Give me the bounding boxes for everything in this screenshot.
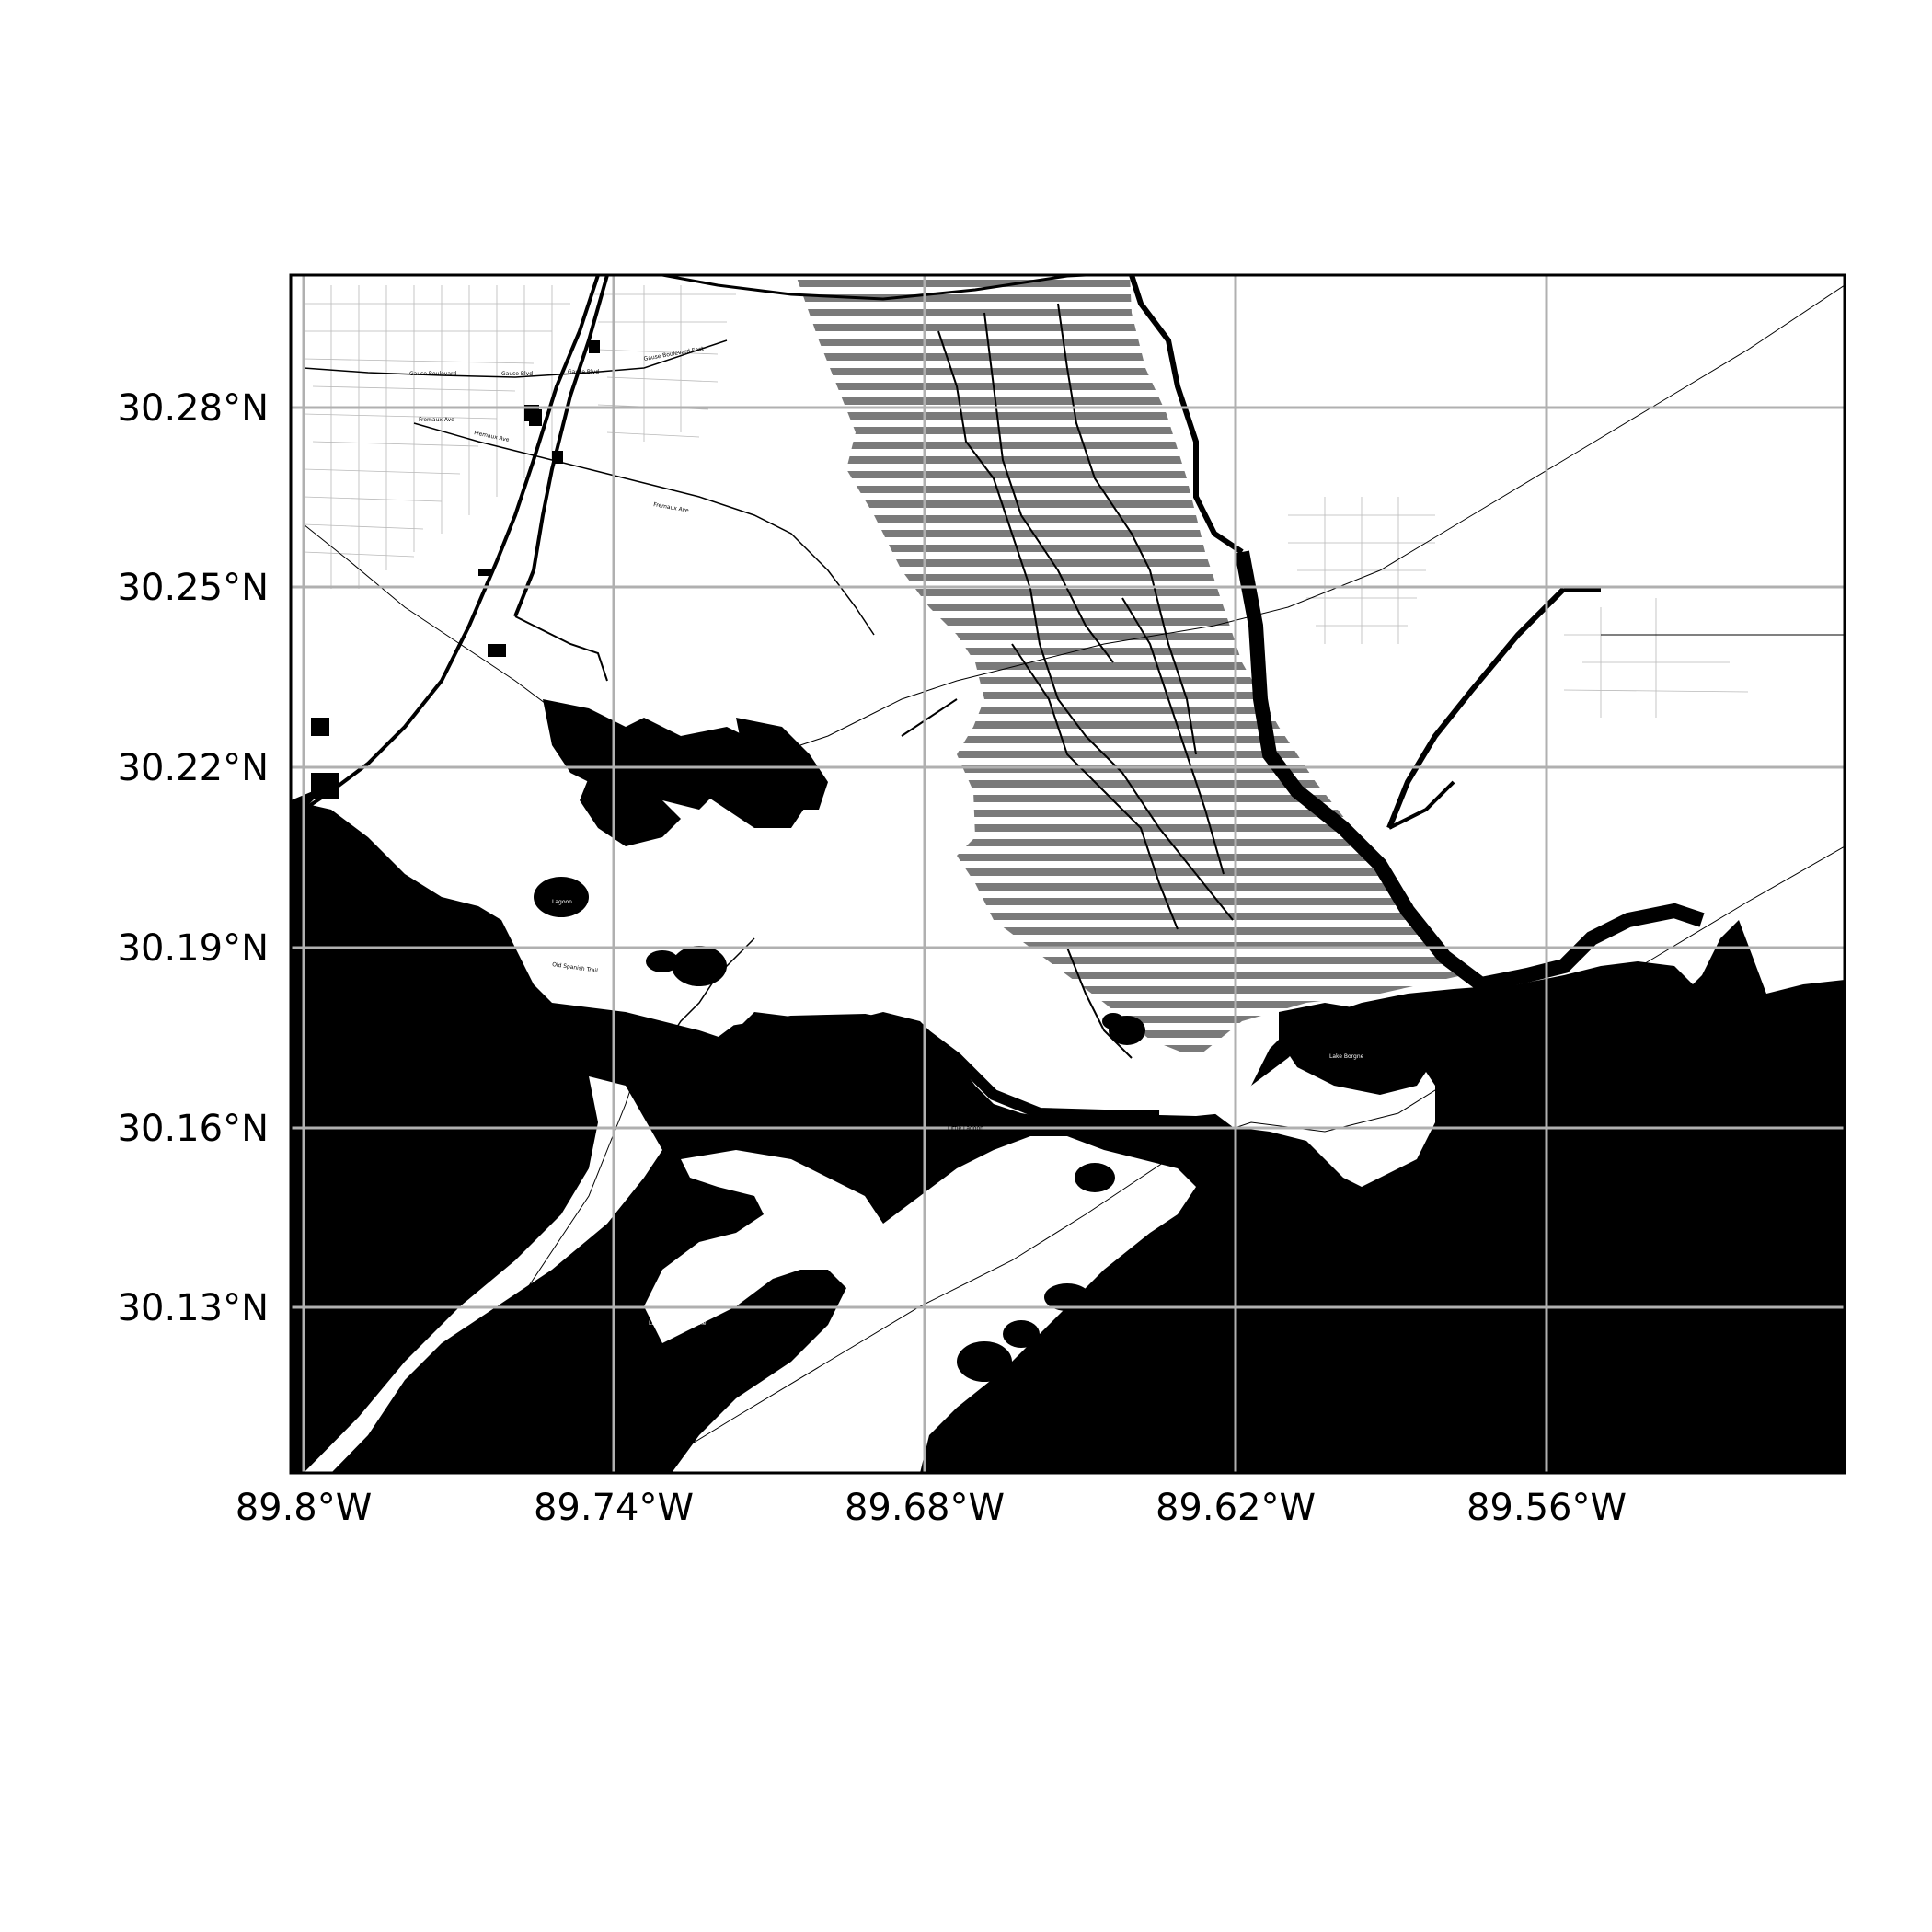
marsh-ponds — [311, 340, 1145, 1382]
protected-marsh-area — [796, 275, 1463, 1058]
label-gause-blvd: Gause Blvd — [501, 371, 533, 377]
plot-frame — [289, 273, 1846, 1475]
lat-tick-label: 30.25°N — [118, 567, 269, 609]
marsh-creeks — [937, 303, 1234, 1059]
lon-tick-label: 89.8°W — [236, 1487, 373, 1529]
lon-tick-label: 89.62°W — [1156, 1487, 1316, 1529]
lat-tick-labels: 30.28°N 30.25°N 30.22°N 30.19°N 30.16°N … — [118, 387, 269, 1329]
lat-tick-label: 30.28°N — [118, 387, 269, 430]
label-gause-boulevard: Gause Boulevard — [409, 371, 456, 377]
street-network — [303, 285, 1749, 718]
bayou-sauvage-inner-lake — [1279, 1003, 1435, 1095]
lat-tick-label: 30.16°N — [118, 1108, 269, 1150]
lon-tick-labels: 89.8°W 89.74°W 89.68°W 89.62°W 89.56°W — [236, 1487, 1627, 1529]
map-plot-area[interactable]: Gause Boulevard Gause Blvd Gause Blvd Ga… — [291, 275, 1845, 1473]
lat-tick-label: 30.19°N — [118, 927, 269, 970]
gridlines — [291, 275, 1845, 1473]
label-lake-saint-catherine: Lake Saint Catherine — [649, 1320, 707, 1327]
label-lake-borgne: Lake Borgne — [1329, 1053, 1364, 1060]
west-shore-water — [291, 782, 331, 828]
pearl-river-channel — [1235, 550, 1705, 993]
lon-tick-label: 89.56°W — [1466, 1487, 1627, 1529]
label-little-lagoon: Little Lagoon — [948, 1125, 983, 1132]
lat-tick-label: 30.13°N — [118, 1287, 269, 1329]
label-fremaux-ave-1: Fremaux Ave — [419, 417, 454, 423]
lon-tick-label: 89.74°W — [534, 1487, 694, 1529]
label-south-lagoon: Lagoon — [552, 899, 572, 905]
label-gause-blvd-east: Gause Blvd — [568, 369, 599, 375]
bayou-channel — [513, 1013, 1160, 1121]
lat-tick-label: 30.22°N — [118, 747, 269, 789]
lon-tick-label: 89.68°W — [845, 1487, 1005, 1529]
south-peninsula-land — [304, 1076, 662, 1473]
pearl-river-upper — [1129, 275, 1244, 555]
